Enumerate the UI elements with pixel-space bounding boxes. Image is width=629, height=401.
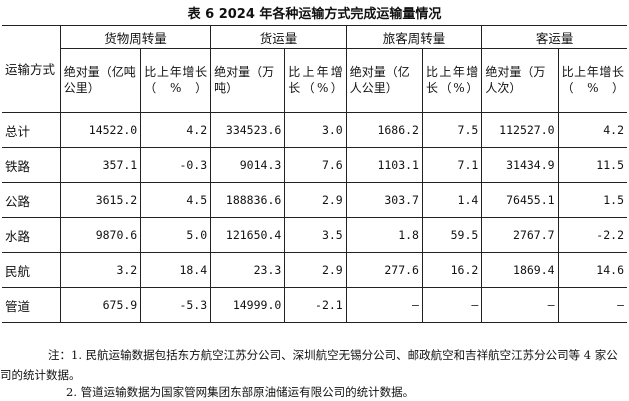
- table-row-civil-aviation: 民航 3.2 18.4 23.3 2.9 277.6 16.2 1869.4 1…: [2, 252, 627, 288]
- table-cell: 1869.4: [481, 252, 559, 288]
- table-row-highway: 公路 3615.2 4.5 188836.6 2.9 303.7 1.4 764…: [2, 182, 627, 218]
- table-cell: 3615.2: [59, 182, 142, 218]
- table-cell: 3.0: [284, 112, 347, 148]
- row-label: 民航: [2, 252, 61, 288]
- table-cell: 1.8: [345, 217, 423, 253]
- table-cell: 1103.1: [345, 147, 423, 183]
- table-cell: 2767.7: [481, 217, 559, 253]
- row-label: 管道: [2, 287, 61, 323]
- table-cell: -0.3: [140, 147, 212, 183]
- table-cell: —: [557, 287, 627, 323]
- table-cell: 2.9: [284, 182, 347, 218]
- subheader-absolute: 绝对量（万吨）: [210, 48, 286, 113]
- table-cell: 16.2: [421, 252, 483, 288]
- table-cell: 7.5: [421, 112, 483, 148]
- table-cell: -2.2: [557, 217, 627, 253]
- table-cell: 18.4: [140, 252, 212, 288]
- table-cell: 1.4: [421, 182, 483, 218]
- table-cell: 11.5: [557, 147, 627, 183]
- table-cell: 357.1: [59, 147, 142, 183]
- group-header-passenger-turnover: 旅客周转量: [345, 25, 483, 49]
- table-title: 表 6 2024 年各种运输方式完成运输量情况: [187, 7, 442, 22]
- subheader-growth: 比上年增长（%）: [557, 48, 627, 113]
- group-header-passenger-volume: 客运量: [481, 25, 627, 49]
- table-row-waterway: 水路 9870.6 5.0 121650.4 3.5 1.8 59.5 2767…: [2, 217, 627, 253]
- footnote-2: 2. 管道运输数据为国家管网集团东部原油储运有限公司的统计数据。: [66, 385, 415, 399]
- table-cell: 9014.3: [210, 147, 286, 183]
- table-cell: -5.3: [140, 287, 212, 323]
- table-cell: 277.6: [345, 252, 423, 288]
- table-cell: —: [481, 287, 559, 323]
- table-cell: 1686.2: [345, 112, 423, 148]
- subheader-absolute: 绝对量（亿人公里）: [345, 48, 423, 113]
- table-row-railway: 铁路 357.1 -0.3 9014.3 7.6 1103.1 7.1 3143…: [2, 147, 627, 183]
- table-cell: 3.2: [59, 252, 142, 288]
- group-header-freight-volume: 货运量: [210, 25, 347, 49]
- table-cell: 14999.0: [210, 287, 286, 323]
- subheader-growth: 比上年增长（%）: [140, 48, 212, 113]
- subheader-growth: 比上年增长（%）: [421, 48, 483, 113]
- table-cell: 4.2: [140, 112, 212, 148]
- group-header-freight-turnover: 货物周转量: [59, 25, 212, 49]
- row-label: 水路: [2, 217, 61, 253]
- row-header-transport-mode: 运输方式: [2, 25, 61, 113]
- table-cell: 23.3: [210, 252, 286, 288]
- table-cell: 3.5: [284, 217, 347, 253]
- table-cell: -2.1: [284, 287, 347, 323]
- table-cell: 303.7: [345, 182, 423, 218]
- table-cell: 7.1: [421, 147, 483, 183]
- subheader-absolute: 绝对量（万人次）: [481, 48, 559, 113]
- footnote-1: 注：1. 民航运输数据包括东方航空江苏分公司、深圳航空无锡分公司、邮政航空和吉祥…: [0, 348, 618, 382]
- table-cell: 121650.4: [210, 217, 286, 253]
- table-row-total: 总计 14522.0 4.2 334523.6 3.0 1686.2 7.5 1…: [2, 112, 627, 148]
- subheader-absolute: 绝对量（亿吨公里）: [60, 48, 142, 113]
- table-cell: —: [345, 287, 423, 323]
- table-cell: 31434.9: [481, 147, 559, 183]
- table-cell: 4.5: [140, 182, 212, 218]
- table-cell: 675.9: [59, 287, 142, 323]
- table-cell: 9870.6: [59, 217, 142, 253]
- row-label: 总计: [2, 112, 61, 148]
- transport-volume-table: 运输方式 货物周转量 货运量 旅客周转量 客运量 绝对量（亿吨公里） 比上年增长…: [2, 25, 627, 323]
- table-cell: 14522.0: [59, 112, 142, 148]
- table-cell: 334523.6: [210, 112, 286, 148]
- table-cell: 1.5: [557, 182, 627, 218]
- table-cell: 2.9: [284, 252, 347, 288]
- table-cell: 188836.6: [210, 182, 286, 218]
- table-cell: 112527.0: [481, 112, 559, 148]
- subheader-growth: 比上年增长（%）: [284, 48, 347, 113]
- row-label: 公路: [2, 182, 61, 218]
- table-cell: 4.2: [557, 112, 627, 148]
- table-cell: 5.0: [140, 217, 212, 253]
- table-cell: 76455.1: [481, 182, 559, 218]
- table-cell: 7.6: [284, 147, 347, 183]
- table-cell: —: [421, 287, 483, 323]
- table-cell: 14.6: [557, 252, 627, 288]
- table-row-pipeline: 管道 675.9 -5.3 14999.0 -2.1 — — — —: [2, 287, 627, 323]
- row-label: 铁路: [2, 147, 61, 183]
- table-cell: 59.5: [421, 217, 483, 253]
